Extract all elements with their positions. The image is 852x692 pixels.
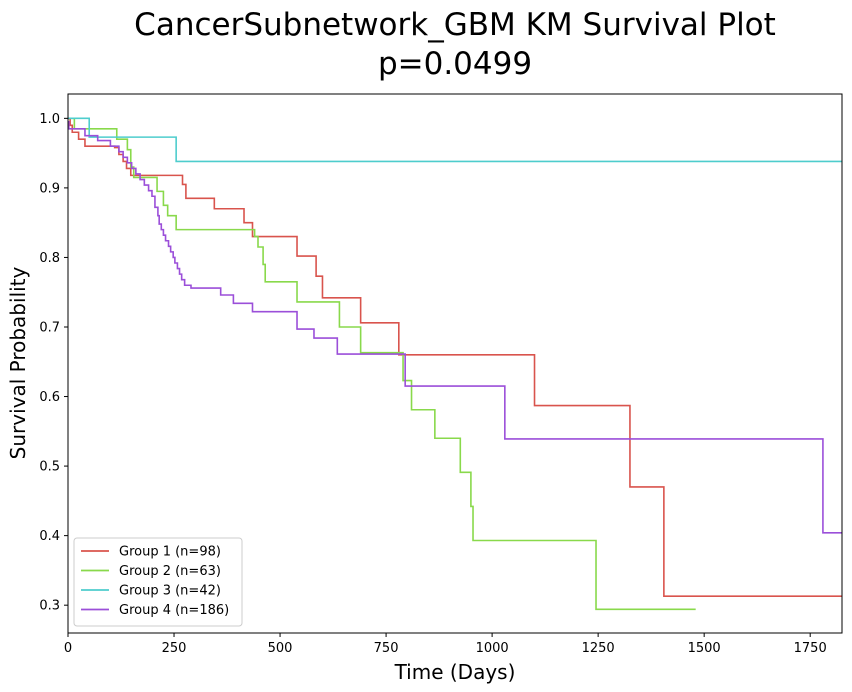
x-tick-label: 750 bbox=[374, 641, 399, 656]
x-tick-label: 0 bbox=[64, 641, 72, 656]
x-tick-label: 1750 bbox=[794, 641, 827, 656]
legend-entries: Group 1 (n=98) Group 2 (n=63) Group 3 (n=4… bbox=[81, 545, 229, 618]
x-tick-label: 1000 bbox=[476, 641, 509, 656]
legend: Group 1 (n=98) Group 2 (n=63) Group 3 (n=4… bbox=[73, 537, 243, 627]
legend-label-group-4: Group 4 (n=186) bbox=[119, 603, 229, 618]
legend-label-group-1: Group 1 (n=98) bbox=[119, 545, 221, 560]
series-line-group-1 bbox=[68, 117, 842, 597]
chart-title: CancerSubnetwork_GBM KM Survival Plot bbox=[134, 7, 776, 43]
y-tick-label: 0.7 bbox=[39, 320, 60, 335]
plot-area-frame bbox=[67, 93, 843, 634]
y-tick-label: 0.4 bbox=[39, 529, 60, 544]
legend-label-group-3: Group 3 (n=42) bbox=[119, 584, 221, 599]
y-tick-label: 0.8 bbox=[39, 251, 60, 266]
x-tick-label: 500 bbox=[268, 641, 293, 656]
y-axis-ticks: 0.3 0.4 0.5 0.6 0.7 0.8 0.9 1.0 bbox=[39, 112, 68, 614]
chart-subtitle: p=0.0499 bbox=[378, 46, 532, 82]
series-line-group-3 bbox=[68, 117, 842, 163]
x-axis-ticks: 0 250 500 750 1000 1250 1500 1750 bbox=[64, 633, 827, 656]
series-line-group-2 bbox=[68, 117, 696, 611]
x-tick-label: 1250 bbox=[582, 641, 615, 656]
y-tick-label: 0.3 bbox=[39, 599, 60, 614]
y-tick-label: 0.6 bbox=[39, 390, 60, 405]
x-axis-label: Time (Days) bbox=[394, 660, 516, 684]
series-layer bbox=[68, 117, 842, 611]
series-line-group-4 bbox=[68, 121, 842, 534]
y-tick-label: 0.5 bbox=[39, 460, 60, 475]
legend-box bbox=[73, 537, 243, 627]
y-tick-label: 0.9 bbox=[39, 181, 60, 196]
y-tick-label: 1.0 bbox=[39, 112, 60, 127]
legend-label-group-2: Group 2 (n=63) bbox=[119, 564, 221, 579]
x-tick-label: 1500 bbox=[688, 641, 721, 656]
x-tick-label: 250 bbox=[162, 641, 187, 656]
y-axis-label: Survival Probability bbox=[6, 266, 30, 459]
